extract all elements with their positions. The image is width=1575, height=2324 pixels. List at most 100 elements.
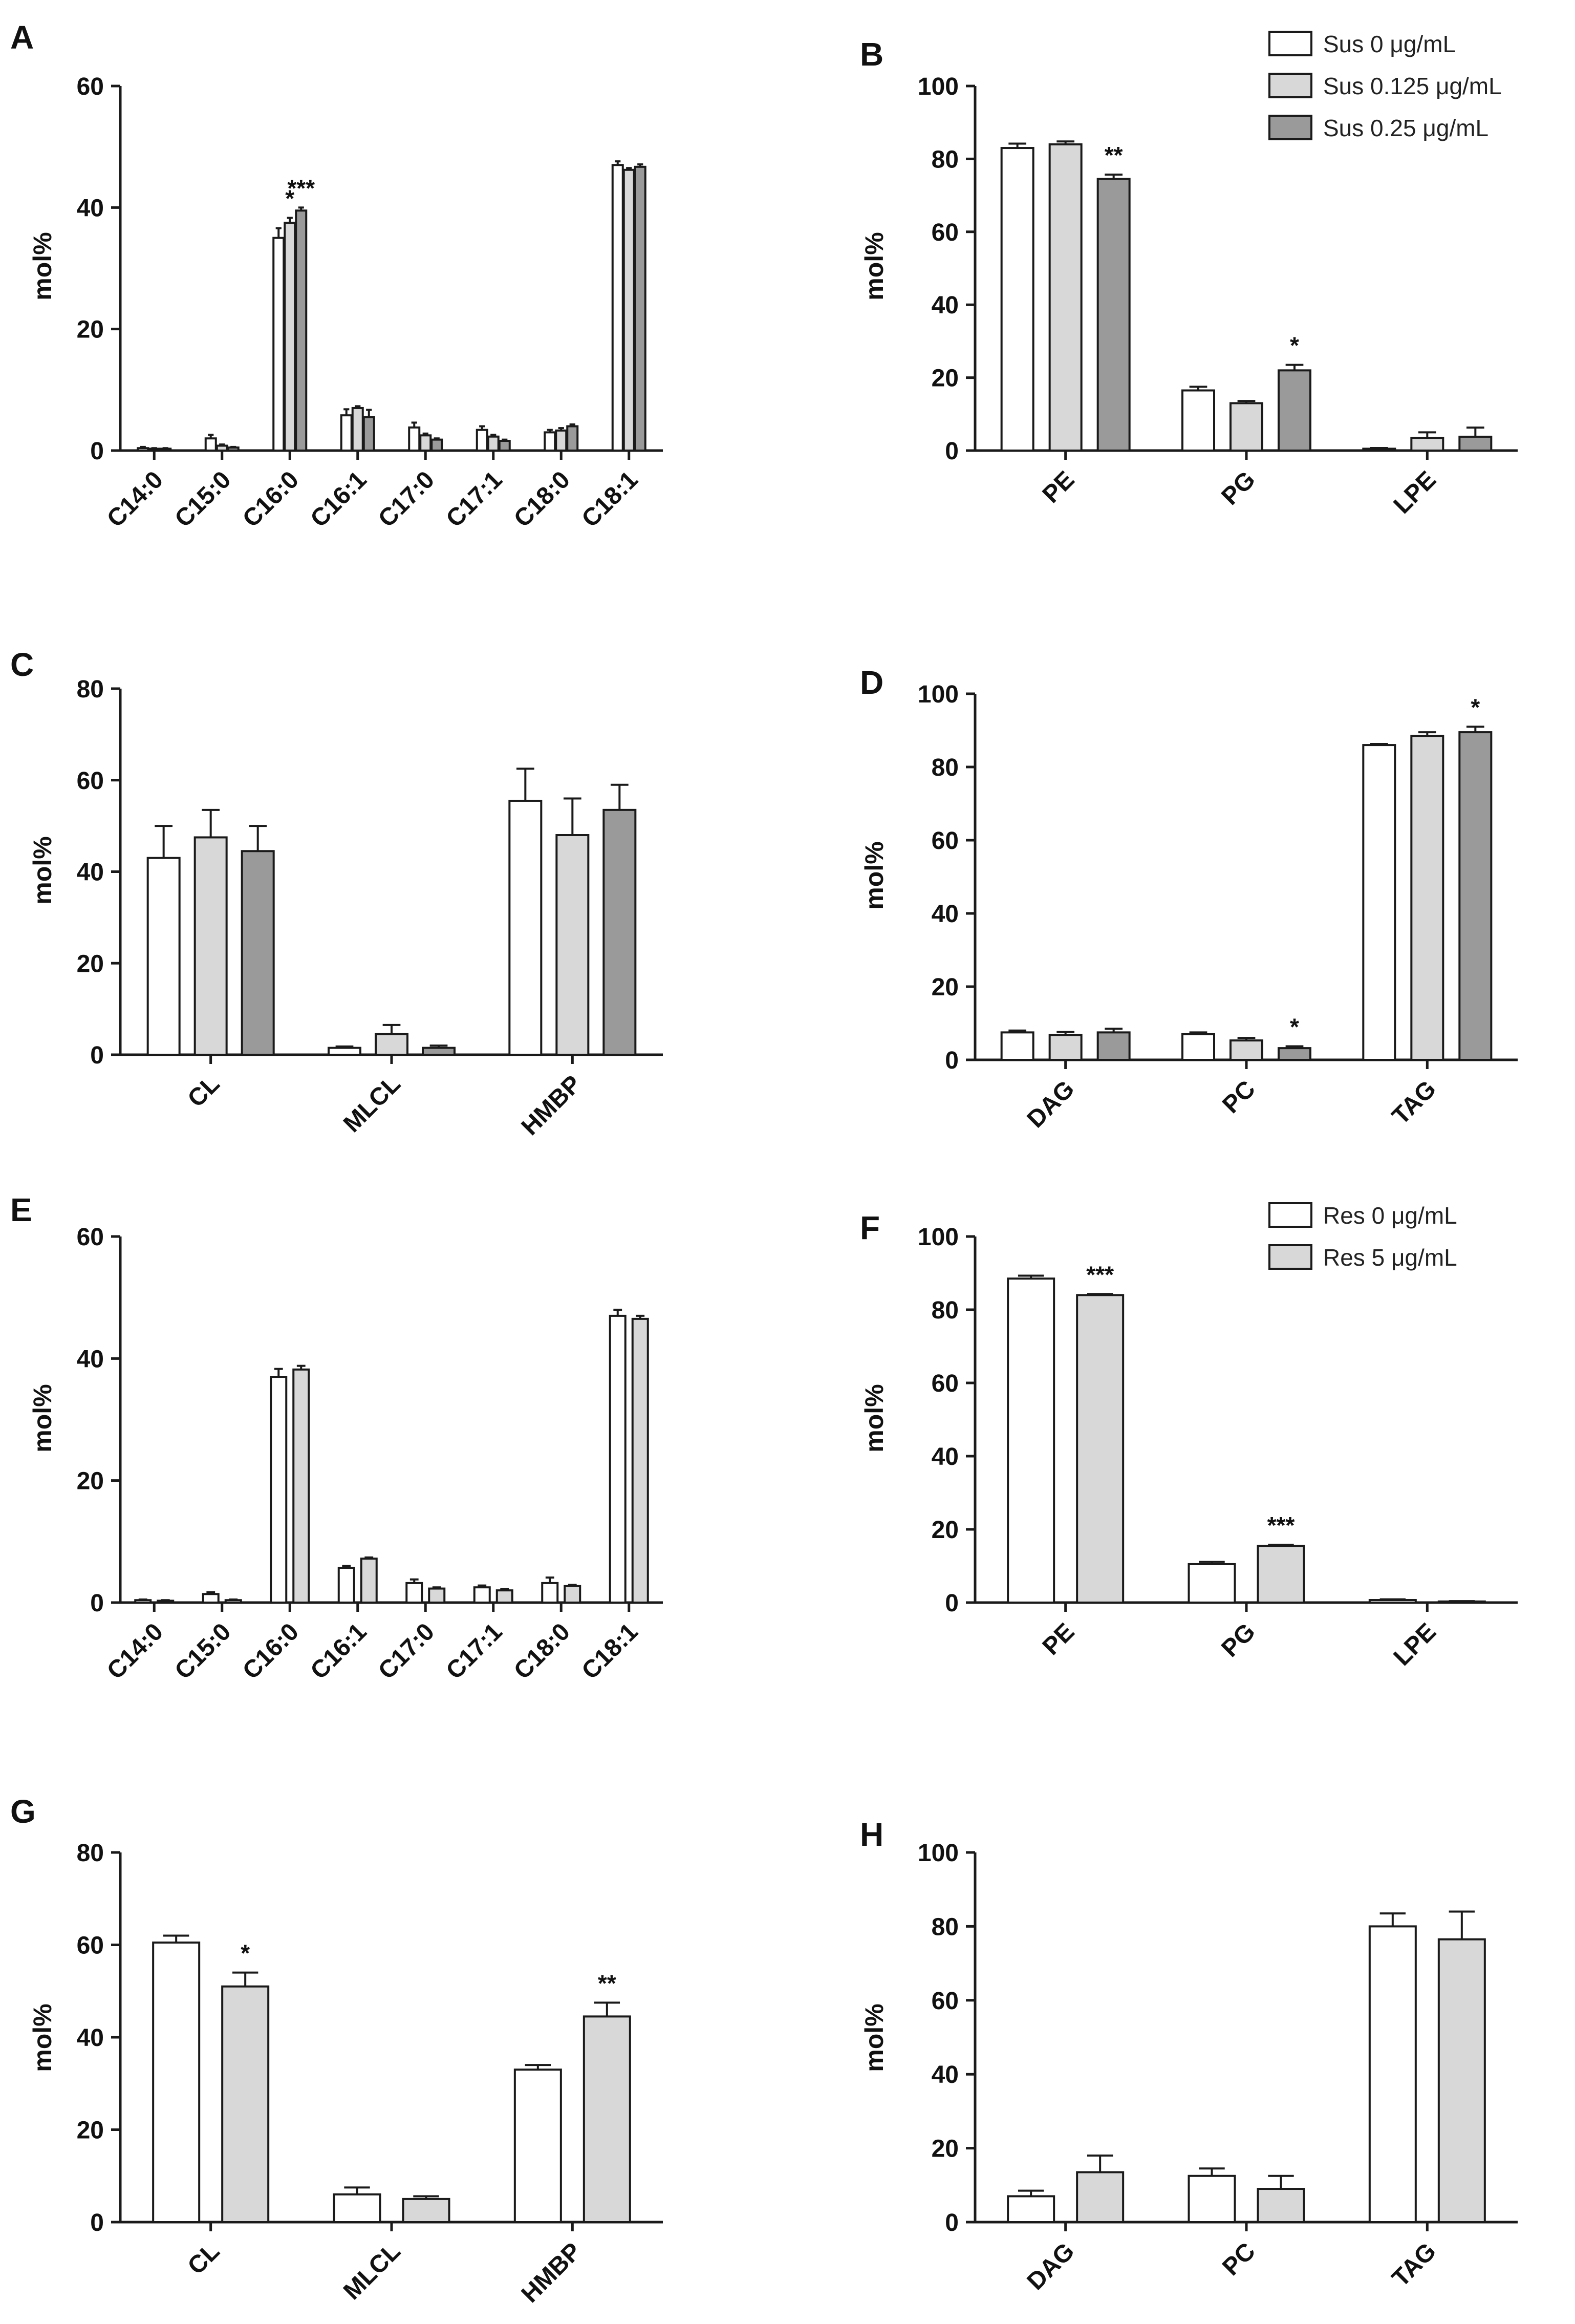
y-tick-label: 60 xyxy=(77,1224,104,1251)
y-tick-label: 60 xyxy=(77,767,104,795)
bar xyxy=(152,1941,201,2224)
y-tick-label: 60 xyxy=(77,73,104,100)
bar xyxy=(1410,735,1444,1061)
bar xyxy=(193,836,228,1056)
legend-label: Sus 0.25 μg/mL xyxy=(1323,115,1488,141)
legend-swatch xyxy=(1268,115,1312,140)
legend-swatch xyxy=(1268,73,1312,98)
bar xyxy=(1362,744,1396,1061)
x-category-label: C18:1 xyxy=(577,466,643,532)
y-tick-label: 40 xyxy=(932,2061,959,2088)
y-tick-label: 80 xyxy=(932,146,959,173)
y-axis-label: mol% xyxy=(28,232,57,300)
legend-swatch xyxy=(1268,1202,1312,1228)
y-tick-label: 100 xyxy=(918,1840,959,1867)
x-category-label: PE xyxy=(1038,1618,1080,1660)
bar xyxy=(1096,1031,1131,1061)
bar xyxy=(1188,1563,1236,1604)
y-tick-label: 80 xyxy=(932,754,959,781)
y-tick-label: 20 xyxy=(77,2117,104,2144)
legend-swatch xyxy=(1268,1244,1312,1270)
bar xyxy=(541,1582,559,1604)
bar xyxy=(487,435,500,452)
y-tick-label: 80 xyxy=(932,1913,959,1941)
bar xyxy=(508,799,543,1056)
bar xyxy=(1229,1039,1263,1061)
x-category-label: C18:0 xyxy=(509,1618,575,1685)
x-category-label: LPE xyxy=(1389,1618,1441,1671)
bar xyxy=(1076,1294,1125,1604)
bar xyxy=(1229,402,1263,452)
bar xyxy=(473,1586,491,1604)
bar xyxy=(495,1589,513,1604)
bar xyxy=(360,1558,378,1604)
bar xyxy=(611,164,624,452)
y-tick-label: 0 xyxy=(90,1042,104,1069)
bar xyxy=(1000,1031,1034,1061)
y-tick-label: 40 xyxy=(932,292,959,319)
y-tick-label: 40 xyxy=(77,859,104,886)
y-tick-label: 0 xyxy=(90,2209,104,2236)
y-tick-label: 20 xyxy=(932,974,959,1001)
legend-label: Sus 0.125 μg/mL xyxy=(1323,73,1502,99)
significance-marker: * xyxy=(241,1940,250,1967)
bar xyxy=(430,438,443,452)
x-category-label: C17:1 xyxy=(441,1618,508,1685)
bar xyxy=(137,447,149,452)
y-axis-label: mol% xyxy=(28,2003,57,2072)
bar xyxy=(241,850,275,1056)
significance-marker: * xyxy=(1471,694,1480,720)
x-category-label: CL xyxy=(183,2237,225,2280)
y-tick-label: 40 xyxy=(932,901,959,928)
y-tick-label: 80 xyxy=(77,1840,104,1867)
y-tick-label: 40 xyxy=(77,195,104,222)
y-tick-label: 100 xyxy=(918,73,959,100)
bar xyxy=(555,429,568,452)
x-category-label: C14:0 xyxy=(102,466,168,532)
y-tick-label: 60 xyxy=(932,1370,959,1397)
y-tick-label: 100 xyxy=(918,681,959,708)
y-tick-label: 40 xyxy=(932,1443,959,1470)
bar xyxy=(408,426,421,452)
panel-letter: H xyxy=(860,1816,883,1853)
bar xyxy=(1368,1925,1417,2223)
significance-marker: ** xyxy=(598,1970,616,1996)
legend: Sus 0 μg/mL Sus 0.125 μg/mL Sus 0.25 μg/mL xyxy=(1268,31,1502,141)
x-category-label: C14:0 xyxy=(102,1618,168,1685)
x-category-label: PG xyxy=(1216,466,1261,510)
bar xyxy=(428,1587,446,1604)
x-category-label: DAG xyxy=(1022,2237,1080,2295)
panel-letter: D xyxy=(860,664,883,701)
bar xyxy=(405,1582,423,1604)
bar xyxy=(1257,2188,1305,2224)
y-tick-label: 20 xyxy=(77,1468,104,1495)
y-tick-label: 60 xyxy=(932,1988,959,2015)
bar xyxy=(333,2193,381,2224)
significance-marker: * xyxy=(285,185,294,212)
panel-letter: C xyxy=(10,646,34,683)
bar xyxy=(284,222,296,452)
y-tick-label: 0 xyxy=(945,1590,959,1617)
x-category-label: C18:1 xyxy=(577,1618,643,1685)
significance-marker: * xyxy=(1290,332,1299,359)
panel-letter: E xyxy=(10,1191,32,1228)
y-axis-label: mol% xyxy=(860,841,889,909)
x-category-label: PC xyxy=(1217,1075,1261,1119)
bar xyxy=(564,1585,581,1604)
x-category-label: LPE xyxy=(1389,466,1441,519)
bar xyxy=(1458,731,1493,1061)
bar xyxy=(295,209,308,452)
y-tick-label: 60 xyxy=(77,1932,104,1959)
bar xyxy=(204,437,217,452)
panel-letter: G xyxy=(10,1793,36,1830)
x-category-label: C16:0 xyxy=(238,466,304,532)
legend-label: Res 0 μg/mL xyxy=(1323,1202,1457,1229)
bar xyxy=(476,429,488,452)
bar xyxy=(227,446,240,452)
bar xyxy=(1278,1047,1311,1061)
